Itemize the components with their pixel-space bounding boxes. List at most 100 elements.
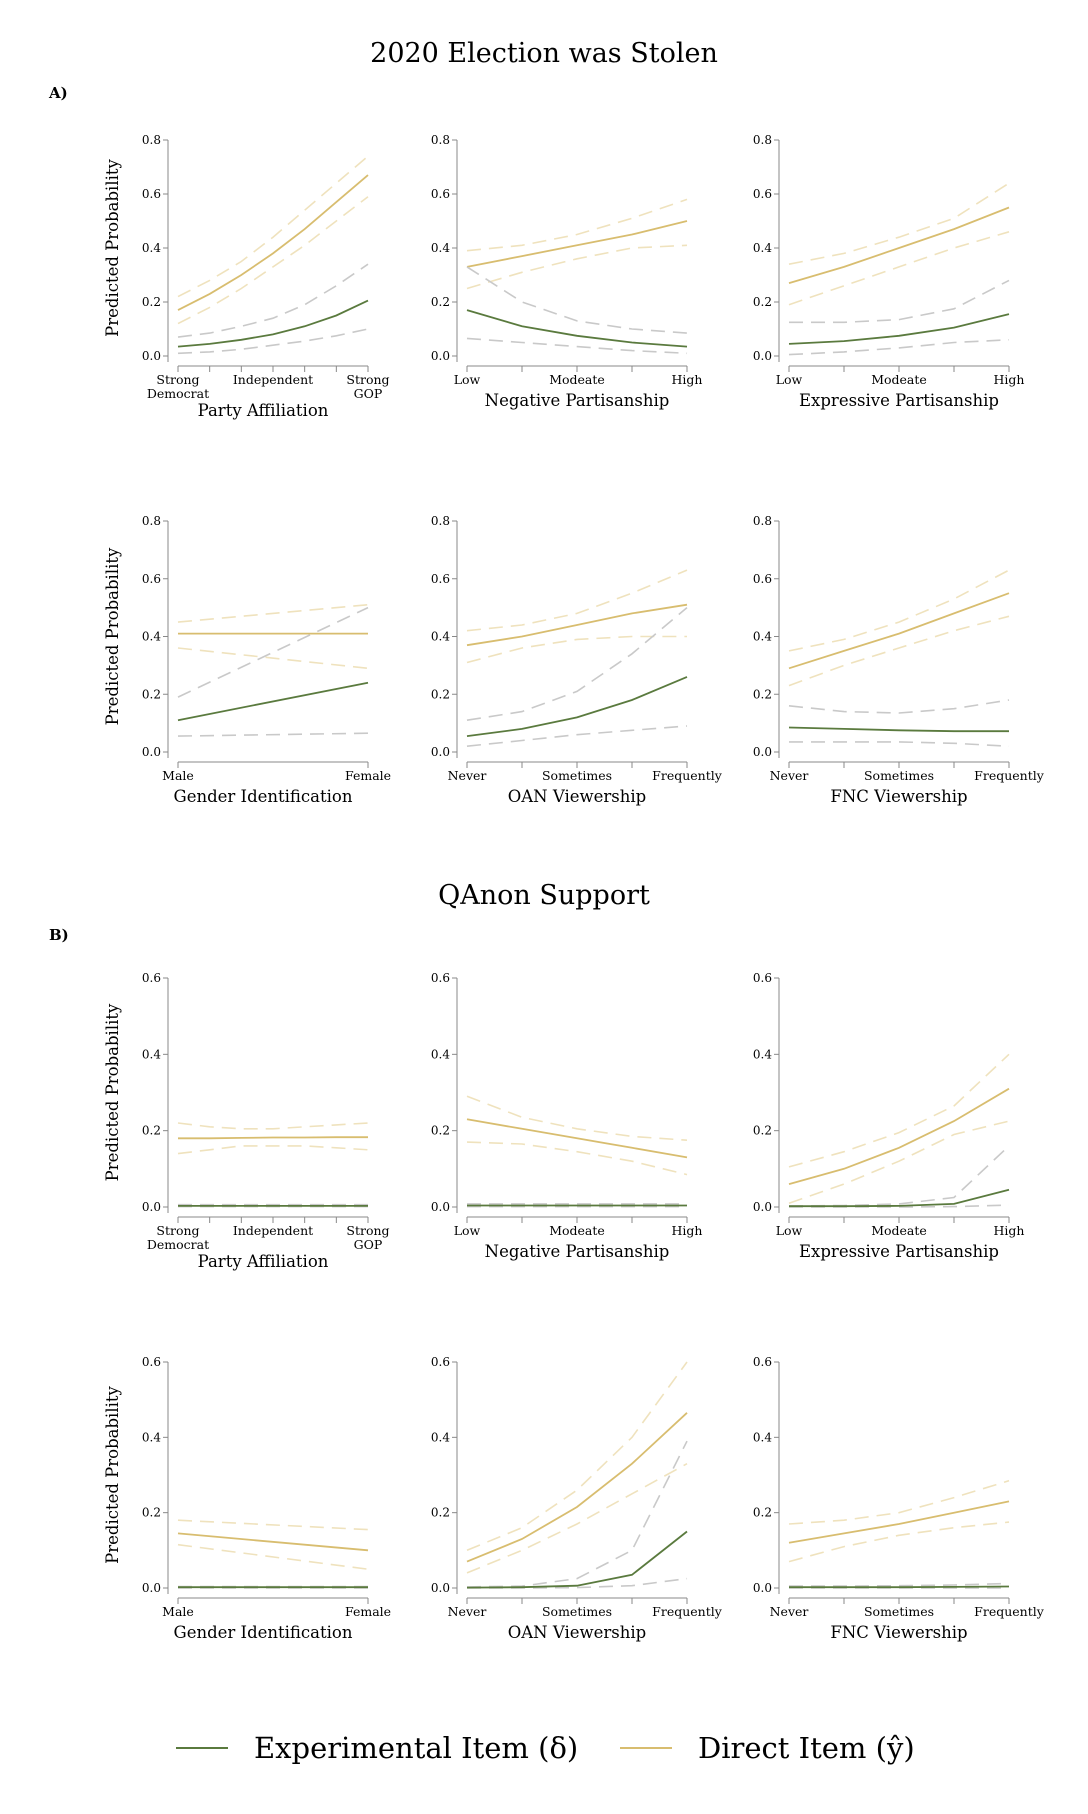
chart-b4-ytick-label-0: 0.0 bbox=[142, 1581, 161, 1595]
chart-b5-ytick-label-3: 0.6 bbox=[431, 1355, 450, 1369]
chart-b6-experimental-line bbox=[789, 1585, 1010, 1589]
chart-a3-xtick-label-2: High bbox=[994, 372, 1025, 387]
chart-a1-xlabel: Party Affiliation bbox=[198, 401, 329, 420]
chart-a4-xtick-label-0: Male bbox=[162, 768, 194, 783]
chart-b4-xtick-label-1: Female bbox=[345, 1604, 391, 1619]
chart-a6-direct-ci-upper bbox=[788, 569, 1010, 652]
chart-b5-experimental-ci-upper bbox=[466, 1440, 688, 1588]
chart-a3-xtick-label-1: Modeate bbox=[871, 372, 927, 387]
chart-a5-xtick-label-1: Sometimes bbox=[542, 768, 612, 783]
legend-label-direct: Direct Item (ŷ) bbox=[698, 1731, 915, 1765]
chart-a5-ytick-label-3: 0.6 bbox=[431, 572, 450, 586]
chart-a1-experimental-ci-lower bbox=[177, 328, 369, 355]
chart-a6-ytick-label-2: 0.4 bbox=[753, 630, 772, 644]
chart-a3-direct-ci-upper bbox=[788, 182, 1010, 265]
chart-a5-direct-ci-lower bbox=[466, 635, 687, 664]
chart-a2-ytick-label-2: 0.4 bbox=[431, 241, 450, 255]
chart-a1-experimental-line bbox=[177, 299, 369, 348]
chart-b3-direct-ci-lower bbox=[788, 1120, 1010, 1204]
chart-a5-direct-line bbox=[466, 603, 688, 647]
chart-a5-ytick-label-1: 0.2 bbox=[431, 687, 450, 701]
chart-b2-xlabel: Negative Partisanship bbox=[485, 1242, 670, 1261]
chart-a4-xlabel: Gender Identification bbox=[174, 787, 353, 806]
chart-b2-xtick-label-0: Low bbox=[454, 1223, 481, 1238]
chart-b3-xtick-label-0: Low bbox=[776, 1223, 803, 1238]
chart-b1-ytick-label-2: 0.4 bbox=[142, 1047, 161, 1061]
chart-a3-ytick-label-2: 0.4 bbox=[753, 241, 772, 255]
chart-b3-experimental-line bbox=[789, 1188, 1010, 1208]
chart-a1-ytick-label-3: 0.6 bbox=[142, 187, 161, 201]
chart-b4-ylabel: Predicted Probability bbox=[103, 1385, 122, 1563]
chart-a5-experimental-line bbox=[466, 676, 688, 737]
chart-a2-experimental-ci-lower bbox=[466, 337, 688, 355]
chart-b5-xtick-label-1: Sometimes bbox=[542, 1604, 612, 1619]
chart-b6-xtick-label-1: Sometimes bbox=[864, 1604, 934, 1619]
chart-b5-xtick-label-0: Never bbox=[448, 1604, 487, 1619]
chart-a1-xtick-label-0-a: Strong bbox=[156, 372, 199, 387]
chart-a1-ytick-label-2: 0.4 bbox=[142, 241, 161, 255]
chart-a1-direct-ci-upper bbox=[177, 155, 369, 298]
chart-a6-xtick-label-2: Frequently bbox=[974, 768, 1045, 783]
chart-b1-ytick-label-0: 0.0 bbox=[142, 1200, 161, 1214]
chart-b2-direct-line bbox=[466, 1118, 688, 1159]
chart-a1-ytick-label-1: 0.2 bbox=[142, 295, 161, 309]
chart-a4-experimental-line bbox=[177, 681, 369, 722]
chart-a3-experimental-ci-upper bbox=[789, 279, 1010, 324]
chart-a5-experimental-ci-lower bbox=[466, 725, 688, 747]
chart-a2-xlabel: Negative Partisanship bbox=[485, 391, 670, 410]
chart-b6-xtick-label-2: Frequently bbox=[974, 1604, 1045, 1619]
chart-b5-direct-ci-lower bbox=[466, 1462, 688, 1574]
chart-a4-experimental-ci-upper bbox=[177, 606, 369, 698]
chart-b3-xtick-label-2: High bbox=[994, 1223, 1025, 1238]
chart-b5-experimental-line bbox=[466, 1530, 688, 1589]
chart-a3-ytick-label-0: 0.0 bbox=[753, 349, 772, 363]
chart-a5-direct-ci-upper bbox=[466, 569, 688, 632]
chart-b2-xtick-label-2: High bbox=[672, 1223, 703, 1238]
chart-b6-xtick-label-0: Never bbox=[770, 1604, 809, 1619]
chart-b5-xlabel: OAN Viewership bbox=[508, 1623, 647, 1642]
chart-b1-xtick-label-1: Independent bbox=[233, 1223, 313, 1238]
chart-a6-experimental-ci-upper bbox=[788, 699, 1010, 714]
chart-b4-xlabel: Gender Identification bbox=[174, 1623, 353, 1642]
chart-b5-experimental-ci-lower bbox=[467, 1577, 688, 1589]
chart-b6-ytick-label-2: 0.4 bbox=[753, 1430, 772, 1444]
chart-a1-xtick-label-0-b: Democrat bbox=[147, 386, 209, 401]
chart-a2-direct-ci-lower bbox=[466, 244, 688, 290]
chart-a2-ytick-label-1: 0.2 bbox=[431, 295, 450, 309]
chart-a2-direct-ci-upper bbox=[466, 198, 688, 252]
chart-a6-ytick-label-1: 0.2 bbox=[753, 687, 772, 701]
chart-b6-xlabel: FNC Viewership bbox=[830, 1623, 967, 1642]
chart-a1-xtick-label-2-a: Strong bbox=[346, 372, 389, 387]
chart-a3-ytick-label-1: 0.2 bbox=[753, 295, 772, 309]
chart-b3-direct-ci-upper bbox=[788, 1053, 1010, 1168]
chart-a4-direct-ci-upper bbox=[177, 603, 369, 623]
chart-b3-experimental-ci-lower bbox=[789, 1204, 1010, 1208]
chart-b1-direct-line bbox=[178, 1136, 368, 1140]
chart-a5-xtick-label-0: Never bbox=[448, 768, 487, 783]
chart-a6-direct-ci-lower bbox=[788, 615, 1010, 687]
chart-b3-ytick-label-3: 0.6 bbox=[753, 971, 772, 985]
chart-b3-xtick-label-1: Modeate bbox=[871, 1223, 927, 1238]
chart-a5-ytick-label-4: 0.8 bbox=[431, 514, 450, 528]
chart-a3-experimental-line bbox=[788, 313, 1010, 345]
chart-a2-experimental-line bbox=[466, 309, 688, 348]
chart-a2-ytick-label-0: 0.0 bbox=[431, 349, 450, 363]
chart-a2-ytick-label-3: 0.6 bbox=[431, 187, 450, 201]
chart-a1-direct-ci-lower bbox=[177, 196, 369, 325]
chart-a2-xtick-label-2: High bbox=[672, 372, 703, 387]
chart-a3-xlabel: Expressive Partisanship bbox=[799, 391, 999, 410]
chart-b3-ytick-label-1: 0.2 bbox=[753, 1124, 772, 1138]
panel-letter-b: B) bbox=[49, 926, 69, 944]
legend-label-experimental: Experimental Item (δ) bbox=[254, 1731, 579, 1765]
chart-a1-direct-line bbox=[177, 174, 369, 311]
chart-a6-ytick-label-3: 0.6 bbox=[753, 572, 772, 586]
chart-b4-direct-line bbox=[177, 1532, 369, 1552]
chart-b6-direct-ci-upper bbox=[788, 1479, 1010, 1525]
chart-b1-direct-ci-upper bbox=[177, 1122, 369, 1130]
chart-a6-ytick-label-0: 0.0 bbox=[753, 745, 772, 759]
chart-b4-direct-ci-lower bbox=[177, 1543, 369, 1570]
chart-b1-direct-ci-lower bbox=[177, 1145, 369, 1155]
chart-a3-direct-ci-lower bbox=[788, 231, 1010, 306]
chart-b4-xtick-label-0: Male bbox=[162, 1604, 194, 1619]
chart-a4-experimental-ci-lower bbox=[177, 732, 369, 737]
